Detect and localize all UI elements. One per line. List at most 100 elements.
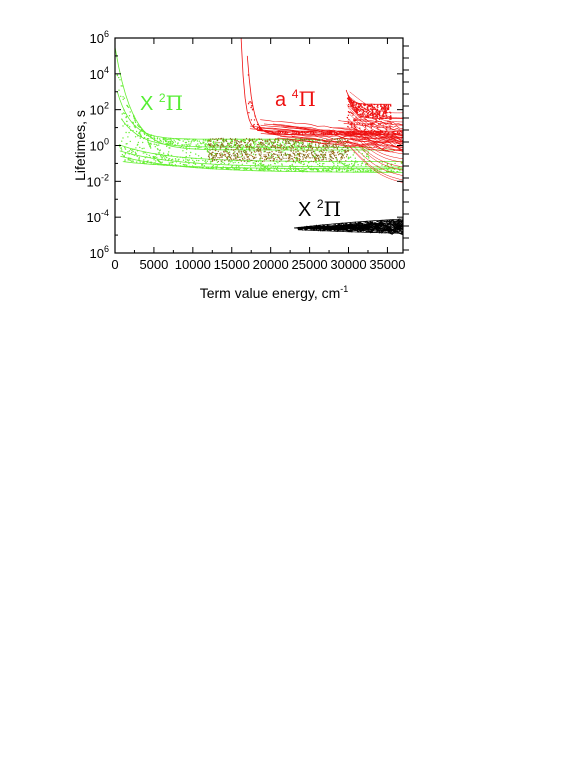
series-0-point — [195, 166, 197, 169]
series-overlap-point — [309, 145, 311, 147]
series-0-point — [173, 139, 175, 141]
series-overlap-point — [336, 147, 338, 149]
series-0-point — [264, 169, 266, 171]
series-overlap-point — [305, 157, 307, 159]
series-overlap-point — [226, 140, 228, 143]
series-overlap-point — [332, 153, 335, 155]
series-overlap-point — [292, 145, 294, 147]
series-1-point — [371, 108, 374, 110]
series-1-point — [333, 132, 335, 135]
series-overlap-point — [225, 140, 227, 142]
series-0-point — [138, 156, 140, 158]
series-overlap-point — [234, 140, 236, 142]
x-tick-label: 15000 — [214, 257, 250, 272]
series-overlap-point — [256, 145, 258, 147]
series-overlap-point — [239, 159, 241, 161]
series-overlap-point — [344, 139, 346, 141]
series-overlap-point — [292, 143, 294, 146]
series-0-point — [218, 163, 220, 166]
series-0-point — [253, 146, 255, 148]
series-overlap-point — [262, 139, 264, 141]
series-0-point — [357, 170, 359, 172]
series-0-point — [121, 149, 123, 151]
series-0-point — [146, 133, 149, 135]
series-overlap-point — [339, 160, 341, 162]
series-0-point — [186, 159, 189, 161]
series-0-point — [293, 141, 295, 143]
series-overlap-point — [236, 140, 238, 142]
series-0-curve-1 — [116, 91, 318, 140]
series-overlap-point — [209, 144, 211, 146]
series-0-point — [343, 168, 346, 171]
series-0-point — [267, 169, 269, 171]
y-tick-label: 106 — [90, 244, 109, 261]
series-0-point — [164, 159, 166, 161]
series-overlap-point — [287, 142, 289, 144]
series-0-point — [189, 144, 191, 147]
series-0-point — [295, 168, 298, 170]
series-overlap-point — [335, 156, 337, 159]
series-1-point — [363, 114, 365, 116]
series-overlap-point — [218, 153, 221, 155]
series-1-point — [352, 107, 355, 109]
series-overlap-point — [278, 154, 280, 156]
series-0-point — [245, 168, 248, 171]
series-overlap-point — [260, 154, 262, 156]
series-overlap-point — [304, 154, 306, 157]
series-0-point — [166, 143, 169, 145]
series-0-point — [258, 168, 261, 171]
series-0-point — [304, 169, 306, 171]
series-1-point — [388, 106, 390, 109]
series-0-point — [203, 165, 206, 167]
series-0-point — [196, 140, 199, 142]
series-overlap-point — [219, 157, 221, 159]
series-1-point — [253, 119, 256, 121]
series-overlap-point — [260, 138, 262, 140]
series-1-point — [367, 105, 369, 108]
series-1-point — [348, 100, 350, 102]
series-overlap-point — [346, 141, 348, 143]
series-1-point — [348, 96, 350, 99]
series-overlap-point — [260, 144, 263, 146]
series-0-point — [132, 148, 134, 150]
series-overlap-point — [208, 154, 210, 156]
series-overlap-point — [316, 155, 319, 157]
series-1-point — [389, 126, 391, 128]
series-0-point — [270, 142, 273, 144]
series-overlap-point — [331, 152, 334, 155]
series-0-point — [260, 163, 262, 165]
series-0-point — [158, 152, 161, 154]
series-0-point — [121, 140, 123, 142]
series-1-point — [365, 126, 367, 128]
series-overlap-point — [227, 144, 229, 146]
series-1-point — [348, 111, 351, 114]
series-overlap-point — [332, 151, 335, 153]
series-1-point — [398, 132, 401, 134]
series-overlap-point — [291, 155, 293, 157]
series-overlap-point — [239, 141, 241, 143]
series-0-point — [169, 142, 171, 144]
series-0-point — [282, 141, 284, 144]
series-overlap-point — [297, 141, 299, 143]
series-overlap-point — [222, 143, 224, 145]
series-0-point — [131, 151, 133, 154]
series-overlap-point — [334, 157, 337, 159]
series-overlap-point — [315, 154, 317, 156]
series-0-point — [116, 74, 119, 77]
series-1-loop-line — [349, 146, 403, 183]
series-1-point — [350, 98, 352, 101]
series-overlap-point — [276, 159, 278, 161]
series-0-point — [296, 148, 299, 150]
series-overlap-point — [276, 138, 278, 140]
series-overlap-point — [298, 153, 300, 155]
series-1-point — [371, 109, 373, 112]
series-0-point — [276, 166, 279, 169]
series-0-point — [260, 165, 262, 167]
series-0-point — [202, 159, 204, 162]
series-1-point — [349, 105, 351, 107]
y-tick-label: 100 — [90, 137, 109, 154]
series-0-point — [157, 142, 159, 144]
series-0-point — [188, 147, 191, 150]
series-overlap-point — [264, 150, 266, 152]
series-0-point — [139, 126, 141, 128]
